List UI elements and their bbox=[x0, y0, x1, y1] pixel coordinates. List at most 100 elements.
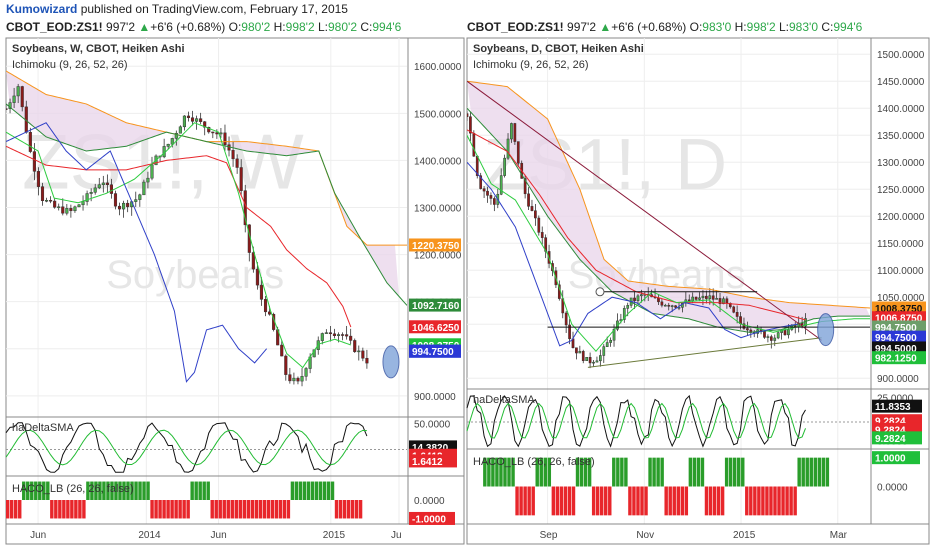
candle bbox=[345, 334, 349, 337]
haco-bar bbox=[575, 457, 580, 487]
author-link[interactable]: Kumowizard bbox=[6, 2, 78, 16]
signal-line bbox=[466, 402, 806, 439]
haco-bar bbox=[218, 500, 222, 519]
price-tick-label: 1400.0000 bbox=[414, 156, 462, 167]
time-tick-label: Nov bbox=[636, 530, 654, 541]
candle bbox=[725, 298, 729, 304]
low-label: L: bbox=[317, 20, 328, 34]
candle bbox=[134, 199, 138, 202]
haco-bar bbox=[805, 457, 809, 487]
haco-bar bbox=[628, 486, 632, 516]
haco-bar bbox=[58, 500, 62, 519]
candle bbox=[534, 210, 537, 219]
time-tick-label: Sep bbox=[540, 530, 558, 541]
candle bbox=[523, 178, 527, 195]
haco-bar bbox=[797, 457, 801, 487]
ichimoku-cloud bbox=[6, 70, 399, 297]
haco-bar bbox=[314, 481, 319, 500]
candle bbox=[44, 200, 49, 202]
candle bbox=[101, 182, 105, 185]
candle bbox=[109, 184, 113, 194]
haco-bar bbox=[515, 486, 519, 516]
candle bbox=[503, 157, 506, 176]
candle bbox=[288, 374, 292, 382]
haco-bar bbox=[563, 486, 568, 516]
candle bbox=[195, 118, 199, 122]
candle bbox=[53, 200, 57, 208]
candle bbox=[763, 331, 766, 338]
candle bbox=[489, 195, 493, 199]
candle bbox=[268, 311, 272, 315]
haco-bar bbox=[18, 500, 22, 519]
candle bbox=[349, 335, 353, 341]
haco-bar bbox=[660, 457, 664, 487]
haco-bar bbox=[170, 500, 174, 519]
haco-bar bbox=[310, 481, 315, 500]
haco-bar bbox=[166, 500, 170, 519]
haco-bar bbox=[114, 481, 118, 500]
price-tag-label: 994.5000 bbox=[875, 344, 917, 355]
haco-bar bbox=[350, 500, 355, 519]
price-tag-label: 982.1250 bbox=[875, 354, 917, 365]
haco-bar bbox=[198, 481, 202, 500]
sub1-tag bbox=[872, 431, 922, 445]
haco-bar bbox=[342, 500, 347, 519]
haco-bar bbox=[809, 457, 813, 487]
oscillator-line bbox=[466, 394, 806, 448]
price-tick-label: 1600.0000 bbox=[414, 62, 462, 73]
candle bbox=[469, 116, 472, 134]
candle bbox=[595, 360, 599, 363]
trendline-up bbox=[587, 337, 822, 368]
pivot-marker bbox=[595, 287, 605, 297]
sub2-tag-label: -1.0000 bbox=[412, 514, 446, 525]
candle bbox=[722, 298, 725, 305]
candle bbox=[263, 299, 268, 313]
price-tag-label: 1008.3750 bbox=[875, 304, 923, 315]
haco-bar bbox=[134, 481, 138, 500]
candle bbox=[280, 344, 284, 357]
candle bbox=[186, 115, 191, 118]
haco-bar bbox=[732, 457, 737, 487]
haco-bar bbox=[583, 457, 588, 487]
candle bbox=[698, 297, 701, 300]
candle bbox=[510, 123, 513, 140]
candle bbox=[660, 301, 664, 306]
candle bbox=[146, 177, 150, 183]
last-price: 997'2 bbox=[567, 20, 597, 34]
candle bbox=[486, 190, 489, 196]
haco-bar bbox=[234, 500, 238, 519]
candle bbox=[89, 192, 93, 194]
sub1-tick-label: 50.0000 bbox=[414, 420, 451, 431]
candle bbox=[117, 205, 122, 210]
haco-bar bbox=[294, 481, 299, 500]
haco-bar bbox=[777, 486, 781, 516]
haco-bar bbox=[757, 486, 761, 516]
candle bbox=[701, 295, 705, 299]
low-value: 980'2 bbox=[328, 20, 357, 34]
haco-bar bbox=[202, 481, 206, 500]
price-tick-label: 900.0000 bbox=[414, 392, 456, 403]
haco-bar bbox=[162, 500, 166, 519]
candle bbox=[97, 184, 101, 189]
candle bbox=[328, 332, 332, 335]
time-tick-label: 2014 bbox=[138, 530, 161, 541]
candle bbox=[174, 132, 178, 139]
haco-bar bbox=[656, 457, 660, 487]
haco-bar bbox=[142, 481, 146, 500]
highlight-ellipse bbox=[382, 345, 400, 379]
haco-bar bbox=[668, 486, 672, 516]
haco-bar bbox=[769, 486, 773, 516]
haco-bar bbox=[318, 481, 323, 500]
haco-bar bbox=[290, 481, 295, 500]
candle bbox=[259, 284, 264, 300]
haco-bar bbox=[745, 486, 749, 516]
haco-bar bbox=[523, 486, 527, 516]
haco-bar bbox=[579, 457, 584, 487]
haco-bar bbox=[94, 481, 98, 500]
high-label: H: bbox=[273, 20, 286, 34]
price-tick-label: 1350.0000 bbox=[877, 131, 925, 142]
candle bbox=[36, 171, 40, 187]
ichimoku-line bbox=[467, 107, 870, 333]
